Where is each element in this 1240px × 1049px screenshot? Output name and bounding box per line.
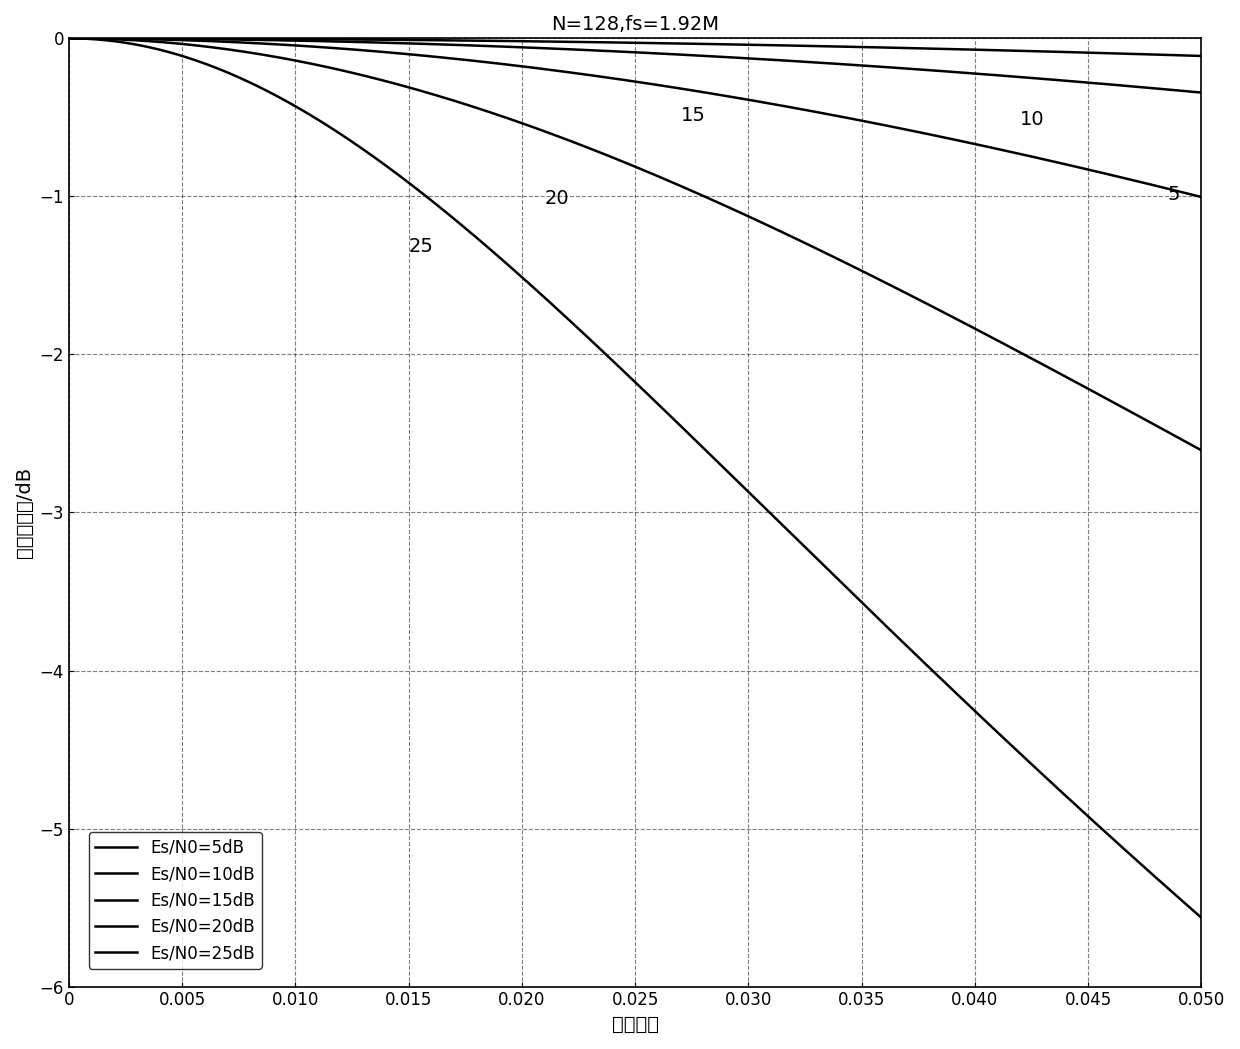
Text: 10: 10 xyxy=(1021,110,1045,129)
Text: 20: 20 xyxy=(544,189,569,209)
Text: 25: 25 xyxy=(409,237,434,256)
Legend: Es/N0=5dB, Es/N0=10dB, Es/N0=15dB, Es/N0=20dB, Es/N0=25dB: Es/N0=5dB, Es/N0=10dB, Es/N0=15dB, Es/N0… xyxy=(88,832,262,969)
X-axis label: 频偏系数: 频偏系数 xyxy=(611,1015,658,1034)
Text: 15: 15 xyxy=(681,106,706,125)
Y-axis label: 信噪比损失/dB: 信噪比损失/dB xyxy=(15,467,33,558)
Text: 5: 5 xyxy=(1167,185,1180,204)
Title: N=128,fs=1.92M: N=128,fs=1.92M xyxy=(551,15,719,34)
